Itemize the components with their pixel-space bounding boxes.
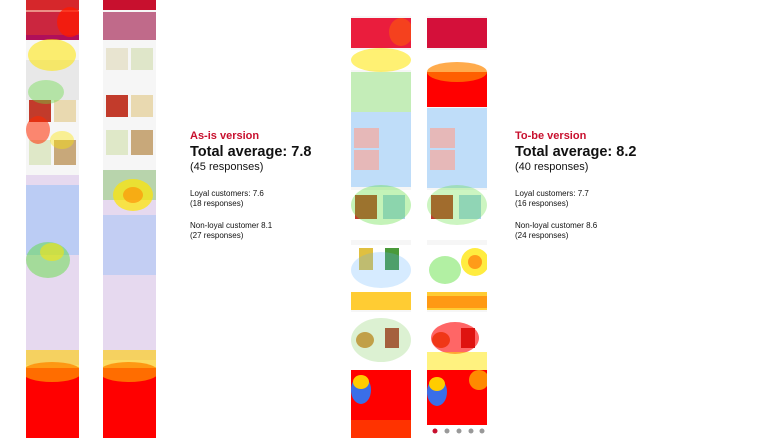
tobe-total-average: Total average: 8.2 bbox=[515, 144, 637, 160]
asis-heatmap-screenshot-1 bbox=[26, 0, 79, 438]
tobe-heatmap-2-graphic bbox=[427, 0, 487, 438]
tobe-loyal-score: Loyal customers: 7.7 bbox=[515, 189, 589, 198]
asis-heatmap-1-graphic bbox=[26, 0, 79, 438]
asis-heatmap-2-graphic bbox=[103, 0, 156, 438]
asis-nonloyal-score: Non-loyal customer 8.1 bbox=[190, 221, 273, 230]
asis-heatmap-screenshot-2 bbox=[103, 0, 156, 438]
tobe-summary-panel: To-be version Total average: 8.2 (40 res… bbox=[515, 130, 636, 241]
tobe-version-label: To-be version bbox=[515, 130, 587, 142]
asis-nonloyal-responses: (27 responses) bbox=[190, 231, 244, 240]
tobe-loyal-responses: (16 responses) bbox=[515, 199, 569, 208]
asis-total-average: Total average: 7.8 bbox=[190, 144, 312, 160]
tobe-nonloyal-responses: (24 responses) bbox=[515, 231, 569, 240]
tobe-total-responses: (40 responses) bbox=[515, 161, 589, 173]
asis-loyal-responses: (18 responses) bbox=[190, 199, 244, 208]
tobe-heatmap-screenshot-2 bbox=[427, 0, 487, 438]
tobe-heatmap-screenshot-1 bbox=[351, 0, 411, 438]
tobe-nonloyal-score: Non-loyal customer 8.6 bbox=[515, 221, 598, 230]
asis-loyal-score: Loyal customers: 7.6 bbox=[190, 189, 264, 198]
asis-version-label: As-is version bbox=[190, 130, 260, 142]
asis-total-responses: (45 responses) bbox=[190, 161, 264, 173]
tobe-heatmap-1-graphic bbox=[351, 0, 411, 438]
asis-summary-panel: As-is version Total average: 7.8 (45 res… bbox=[190, 130, 311, 241]
